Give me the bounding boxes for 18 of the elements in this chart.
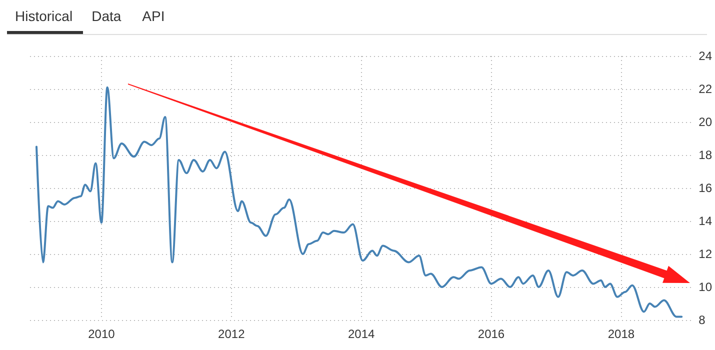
y-tick-label: 20 (698, 115, 712, 129)
text: Data (90, 7, 122, 26)
x-tick-label: 2012 (218, 327, 246, 341)
x-tick-label: 2014 (348, 327, 375, 341)
y-tick-label: 10 (698, 280, 712, 294)
y-tick-label: 22 (698, 82, 712, 96)
line-series (35, 86, 683, 318)
x-tick-label: 2010 (88, 327, 116, 341)
x-tick-label: 2016 (478, 327, 505, 341)
y-tick-label: 18 (698, 148, 712, 162)
y-tick-label: 8 (698, 313, 706, 327)
y-tick-label: 12 (698, 247, 712, 261)
y-tick-label: 16 (698, 181, 712, 195)
text: API (141, 7, 166, 26)
y-tick-label: 24 (698, 49, 712, 63)
x-tick-label: 2018 (608, 327, 635, 341)
y-tick-label: 14 (698, 214, 712, 228)
text: Historical (7, 0, 83, 34)
